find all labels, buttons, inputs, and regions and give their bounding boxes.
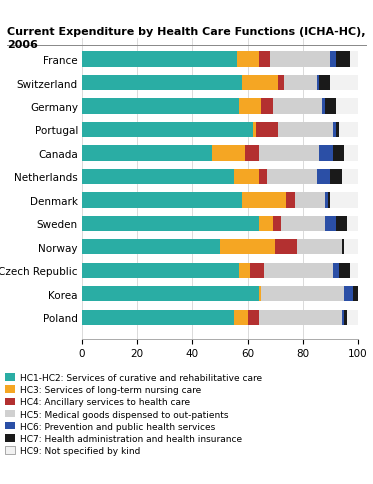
- Bar: [250, 263, 264, 278]
- Bar: [333, 146, 344, 161]
- Bar: [275, 240, 297, 255]
- Bar: [336, 99, 358, 114]
- Bar: [82, 263, 239, 278]
- Bar: [259, 287, 261, 302]
- Bar: [336, 216, 347, 231]
- Bar: [256, 122, 278, 138]
- Bar: [234, 169, 259, 185]
- Bar: [333, 263, 339, 278]
- Bar: [270, 52, 330, 68]
- Bar: [330, 169, 342, 185]
- Bar: [344, 310, 347, 325]
- Bar: [278, 76, 283, 91]
- Bar: [325, 99, 336, 114]
- Bar: [328, 193, 330, 208]
- Bar: [344, 146, 358, 161]
- Bar: [350, 52, 358, 68]
- Bar: [234, 310, 248, 325]
- Bar: [82, 76, 242, 91]
- Bar: [273, 216, 281, 231]
- Bar: [317, 76, 319, 91]
- Bar: [342, 169, 358, 185]
- Bar: [319, 76, 330, 91]
- Bar: [330, 52, 336, 68]
- Bar: [330, 193, 358, 208]
- Bar: [347, 216, 358, 231]
- Bar: [333, 122, 336, 138]
- Bar: [339, 263, 350, 278]
- Bar: [239, 263, 250, 278]
- Bar: [212, 146, 245, 161]
- Bar: [261, 287, 344, 302]
- Bar: [82, 146, 212, 161]
- Text: Current Expenditure by Health Care Functions (ICHA-HC),: Current Expenditure by Health Care Funct…: [7, 27, 366, 37]
- Bar: [239, 99, 261, 114]
- Bar: [242, 193, 286, 208]
- Bar: [325, 216, 336, 231]
- Bar: [82, 310, 234, 325]
- Bar: [278, 122, 333, 138]
- Bar: [322, 99, 325, 114]
- Bar: [344, 240, 358, 255]
- Bar: [82, 216, 259, 231]
- Bar: [325, 193, 328, 208]
- Bar: [259, 52, 270, 68]
- Bar: [82, 169, 234, 185]
- Bar: [317, 169, 330, 185]
- Bar: [264, 263, 333, 278]
- Bar: [350, 263, 358, 278]
- Bar: [330, 76, 358, 91]
- Bar: [319, 146, 333, 161]
- Bar: [352, 287, 358, 302]
- Bar: [267, 169, 317, 185]
- Bar: [342, 240, 344, 255]
- Bar: [259, 146, 319, 161]
- Bar: [344, 287, 352, 302]
- Bar: [245, 146, 259, 161]
- Bar: [248, 310, 259, 325]
- Bar: [347, 310, 358, 325]
- Bar: [273, 99, 322, 114]
- Bar: [259, 310, 342, 325]
- Bar: [336, 52, 350, 68]
- Bar: [220, 240, 275, 255]
- Bar: [82, 52, 236, 68]
- Bar: [281, 216, 325, 231]
- Bar: [236, 52, 259, 68]
- Bar: [283, 76, 317, 91]
- Bar: [259, 169, 267, 185]
- Bar: [259, 216, 273, 231]
- Bar: [286, 193, 295, 208]
- Bar: [82, 122, 253, 138]
- Bar: [336, 122, 339, 138]
- Text: 2006: 2006: [7, 40, 38, 50]
- Bar: [295, 193, 325, 208]
- Bar: [253, 122, 256, 138]
- Bar: [342, 310, 344, 325]
- Bar: [242, 76, 278, 91]
- Bar: [297, 240, 342, 255]
- Bar: [261, 99, 273, 114]
- Bar: [339, 122, 358, 138]
- Bar: [82, 287, 259, 302]
- Bar: [82, 193, 242, 208]
- Legend: HC1-HC2: Services of curative and rehabilitative care, HC3: Services of long-ter: HC1-HC2: Services of curative and rehabi…: [5, 373, 262, 455]
- Bar: [82, 240, 220, 255]
- Bar: [82, 99, 239, 114]
